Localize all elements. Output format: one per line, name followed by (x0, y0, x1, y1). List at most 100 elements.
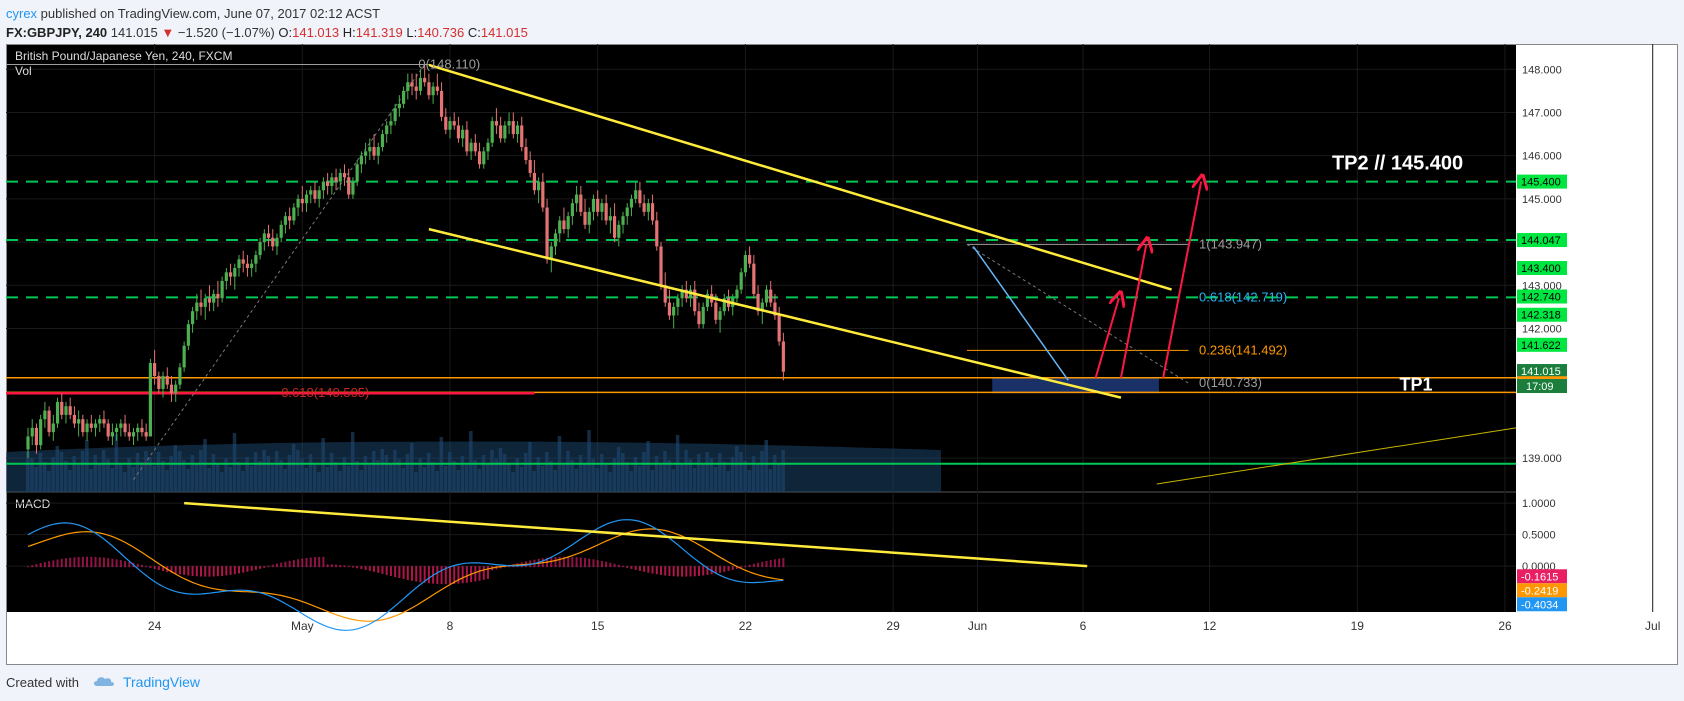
tradingview-link[interactable]: TradingView (122, 674, 201, 690)
candle-body (93, 423, 98, 428)
candle-body (60, 401, 64, 415)
chart-border (6, 44, 1678, 665)
macd-hist-bar (702, 566, 705, 576)
macd-hist-bar (326, 564, 329, 568)
macd-hist-bar (60, 558, 63, 568)
macd-hist-bar (554, 557, 557, 568)
fib-trend-dashed (133, 64, 426, 480)
macd-hist-bar (676, 566, 679, 577)
macd-hist-bar (221, 566, 224, 576)
macd-hist-bar (748, 564, 751, 568)
candle-body (773, 302, 777, 316)
candle-body (507, 121, 511, 126)
macd-hist-bar (579, 557, 582, 568)
macd-hist-bar (444, 566, 447, 585)
candle-body (427, 82, 431, 96)
macd-hist-bar (668, 566, 671, 576)
macd-hist-bar (681, 566, 684, 577)
macd-hist-bar (229, 566, 232, 575)
candle-body (364, 151, 368, 156)
candle-body (482, 151, 486, 165)
macd-hist-bar (600, 560, 603, 568)
candle-body (148, 363, 152, 437)
macd-hist-bar (769, 560, 772, 568)
chart-title: British Pound/Japanese Yen, 240, FXCM (15, 49, 232, 63)
macd-hist-bar (305, 557, 308, 568)
macd-hist-bar (427, 566, 430, 584)
macd-hist-bar (81, 556, 84, 568)
candle-body (136, 427, 140, 433)
candle-body (752, 263, 756, 294)
candle-body (279, 224, 283, 238)
candle-body (423, 77, 427, 83)
candle-body (414, 86, 418, 91)
macd-hist-bar (415, 566, 418, 582)
publisher-name[interactable]: cyrex (6, 6, 38, 21)
macd-hist-bar (402, 566, 405, 579)
macd-hist-bar (128, 561, 131, 568)
candle-body (144, 432, 148, 437)
x-tick-label: Jun (968, 619, 987, 633)
macd-hist-bar (233, 566, 236, 575)
macd-hist-bar (102, 557, 105, 568)
macd-hist-bar (482, 566, 485, 580)
candle-body (266, 233, 271, 238)
candle-body (342, 172, 347, 178)
candle-body (355, 164, 359, 182)
candle-body (435, 86, 439, 91)
macd-hist-bar (638, 566, 641, 571)
candle-body (570, 203, 574, 217)
macd-hist-bar (275, 563, 278, 568)
candle-body (629, 198, 634, 208)
candle-body (769, 289, 773, 303)
candle-body (313, 190, 317, 199)
target-arrow (1162, 182, 1201, 378)
candle-body (77, 419, 81, 424)
candle-body (490, 121, 494, 143)
candle-body (604, 203, 608, 221)
candle-body (98, 419, 102, 424)
price-chart-svg[interactable]: 24 May 8 15 22 29 Jun 6 12 19 26 Jul 148.000 147.000 1… (6, 44, 1678, 665)
macd-hist-bar (778, 558, 781, 568)
countdown-text: 17:09 (1526, 381, 1554, 393)
macd-hist-bar (31, 565, 34, 568)
macd-hist-bar (782, 558, 785, 568)
macd-hist-bar (200, 566, 203, 577)
candle-body (271, 237, 275, 247)
macd-hist-bar (216, 566, 219, 577)
chart-area[interactable]: 24 May 8 15 22 29 Jun 6 12 19 26 Jul 148.000 147.000 1… (6, 44, 1678, 665)
macd-hist-bar (347, 565, 350, 568)
candle-body (220, 280, 224, 299)
open-label: O: (278, 25, 293, 40)
macd-hist-bar (73, 557, 76, 568)
macd-hist-bar (731, 566, 734, 570)
candle-body (359, 155, 363, 165)
open-value: 141.013 (292, 25, 340, 40)
channel-lower-line (428, 227, 1122, 399)
candle-body (245, 263, 250, 268)
candle-body (659, 246, 663, 286)
candle-body (448, 121, 452, 130)
macd-hist-bar (94, 556, 97, 568)
candle-body (195, 302, 199, 312)
macd-hist-bar (752, 563, 755, 568)
macd-hist-bar (744, 565, 747, 568)
macd-hist-bar (263, 566, 266, 568)
macd-hist-bar (39, 563, 42, 568)
macd-hist-bar (288, 560, 291, 568)
macd-hist-bar (773, 559, 776, 568)
macd-hist-bar (761, 561, 764, 568)
macd-hist-bar (664, 566, 667, 576)
close-value: 141.015 (480, 25, 528, 40)
macd-hist-bar (398, 566, 401, 579)
candle-body (334, 177, 338, 182)
low-value: 140.736 (417, 25, 465, 40)
candle-body (317, 190, 321, 199)
macd-hist-bar (406, 566, 409, 580)
candle-body (127, 432, 131, 437)
y-tick-label: 142.000 (1522, 323, 1562, 335)
macd-hist-bar (381, 566, 384, 574)
macd-hist-bar (27, 566, 29, 568)
candle-body (174, 384, 178, 394)
candle-body (199, 302, 203, 307)
